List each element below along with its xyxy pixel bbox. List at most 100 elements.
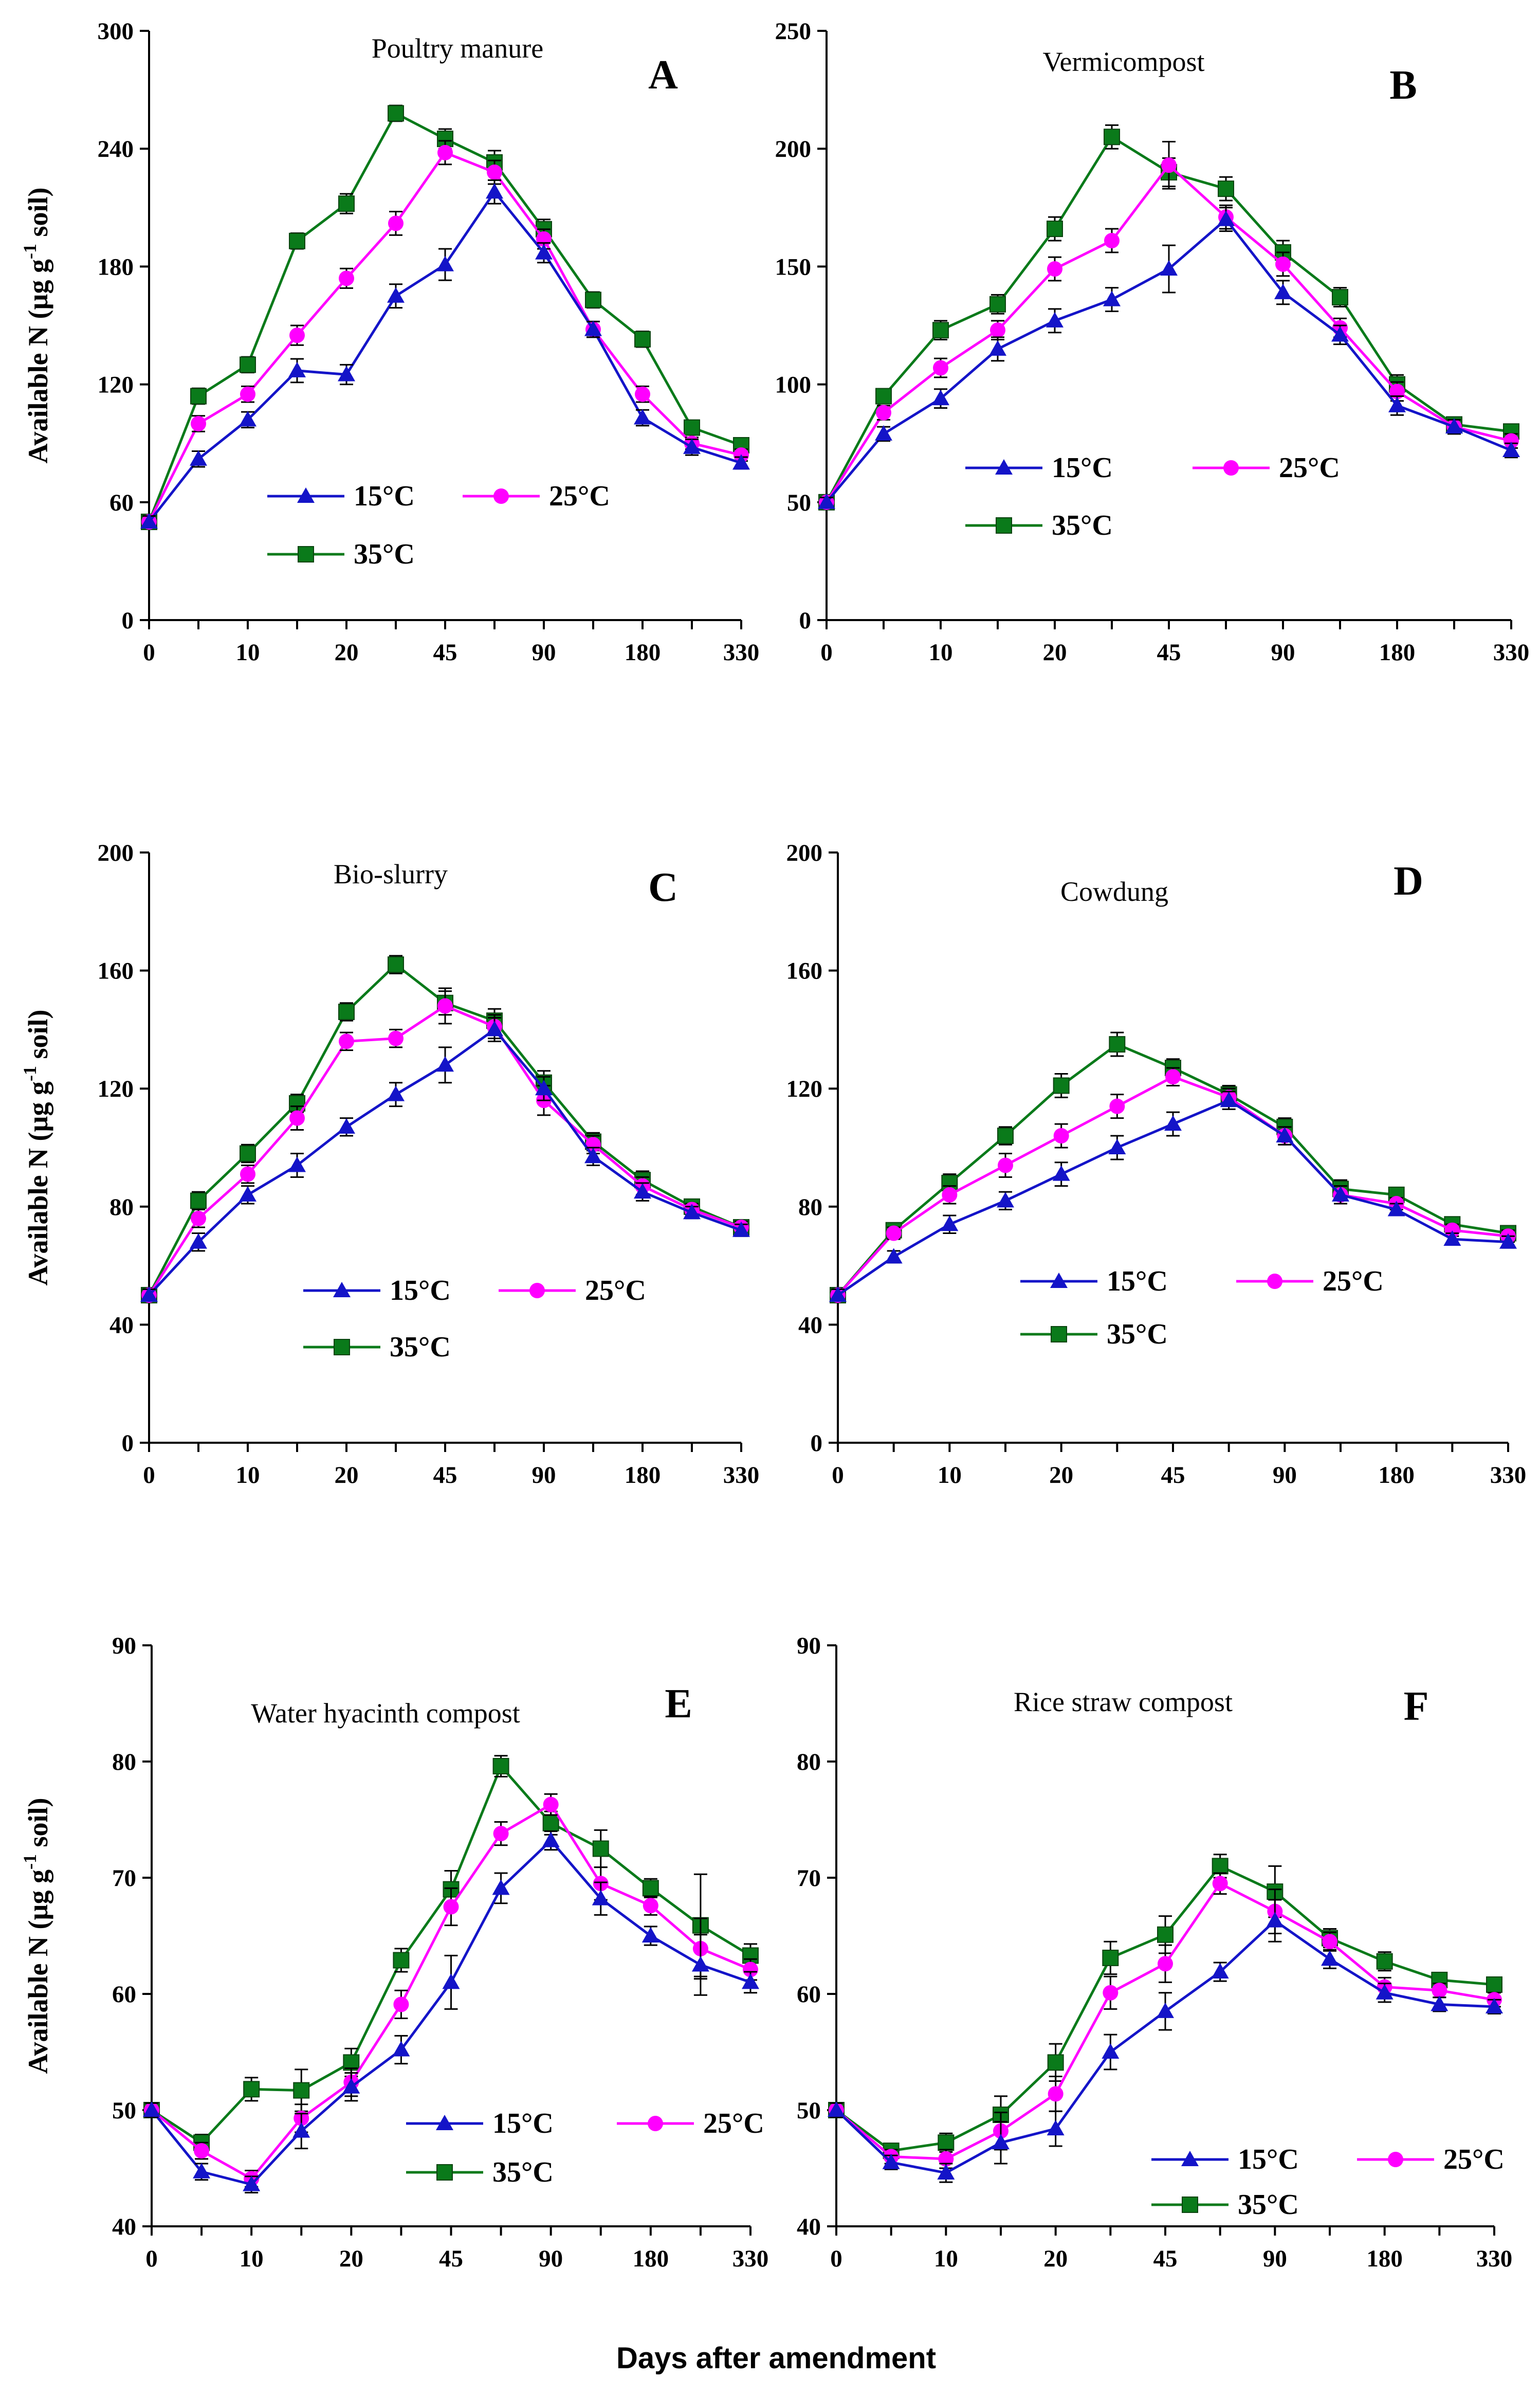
series-15c [818,207,1520,509]
data-point [1104,129,1120,146]
x-tick-label: 90 [532,639,556,666]
series-line [825,135,1512,503]
data-point [436,1056,454,1072]
y-tick-label: 0 [811,1430,823,1457]
data-point [486,183,503,199]
data-point [486,1021,503,1037]
x-tick-label: 20 [1043,2245,1068,2272]
data-point [292,2122,310,2138]
panel-title: Bio-slurry [334,859,448,890]
x-tick-label: 330 [723,639,760,666]
data-point [732,1221,750,1237]
panel-f: 40 50 60 70 80 90 0 10 20 45 90 180 330 Rice straw co… [797,1632,1512,2272]
data-point [989,340,1006,356]
data-point [191,1210,206,1226]
data-point [1103,291,1121,306]
data-point [190,388,207,405]
legend: 15°C 25°C 35°C [1020,1265,1384,1350]
y-tick-label: 180 [98,253,134,280]
data-point [288,361,306,377]
data-point [437,144,453,160]
data-point [289,232,305,249]
legend-label: 15°C [1238,2144,1299,2175]
data-point [437,998,453,1014]
series-35c [141,104,749,530]
y-tick-label: 0 [122,607,134,634]
series-line [148,112,742,522]
data-point [443,1899,459,1915]
data-point [1052,1165,1070,1181]
data-point [997,1192,1014,1208]
data-point [1432,1983,1447,1999]
x-tick-label: 0 [145,2245,158,2272]
data-point [1331,326,1349,342]
y-tick-label: 0 [799,607,812,634]
data-point [1048,2086,1064,2102]
data-point [1212,1858,1229,1875]
data-point [989,296,1006,313]
data-point [1160,260,1178,276]
legend-marker [648,2116,663,2131]
x-tick-label: 0 [832,1462,844,1489]
y-tick-label: 70 [112,1865,136,1892]
data-point [882,2153,900,2169]
legend-marker [436,2115,453,2130]
data-point [193,2163,211,2179]
data-point [1102,2043,1120,2059]
x-tick-label: 90 [532,1462,556,1489]
y-tick-label: 90 [797,1632,821,1659]
data-point [492,1758,509,1775]
x-tick-label: 330 [723,1462,760,1489]
x-tick-label: 45 [1161,1462,1185,1489]
data-point [342,2078,360,2094]
panel-title: Poultry manure [372,33,543,64]
data-point [1046,312,1064,328]
data-point [543,1796,559,1812]
legend-label: 15°C [390,1275,451,1306]
legend-marker [436,2164,453,2181]
data-point [1389,384,1405,400]
data-point [1504,433,1519,449]
x-tick-label: 90 [1263,2245,1287,2272]
data-point [1109,1036,1126,1053]
data-point [990,322,1005,338]
data-point [942,1187,958,1203]
x-tick-label: 330 [1493,639,1530,666]
data-point [941,1215,959,1231]
data-point [288,1156,306,1172]
data-point [240,1145,256,1162]
x-tick-label: 330 [732,2245,769,2272]
data-point [1212,1876,1228,1892]
legend-label: 15°C [492,2108,554,2139]
x-tick-label: 20 [339,2245,363,2272]
series-line [151,1764,751,2145]
y-axis-title: Available N (µg g-1 soil) [20,1798,53,2074]
legend-label: 35°C [1052,510,1113,541]
legend-label: 35°C [1107,1318,1168,1350]
data-point [634,409,651,425]
series-15c [140,179,750,529]
data-point [1266,1912,1284,1928]
legend-marker [1182,2197,1198,2213]
data-point [239,1186,256,1202]
data-point [743,1962,758,1977]
x-tick-label: 180 [1366,2245,1403,2272]
series-25c [819,140,1519,510]
x-tick-label: 10 [240,2245,264,2272]
data-point [585,1137,601,1153]
data-point [1332,1186,1349,1202]
data-point [938,2151,954,2167]
data-point [1486,1976,1502,1993]
legend-label: 25°C [1279,452,1340,484]
data-point [1443,1230,1461,1246]
data-point [487,165,502,180]
x-tick-label: 20 [1043,639,1067,666]
series-15c [828,1899,1503,2183]
x-tick-label: 180 [625,1462,661,1489]
data-point [338,1003,355,1020]
legend-marker [1267,1274,1282,1289]
series-line [825,163,1512,503]
data-point [436,256,454,271]
data-point [1157,2002,1174,2018]
data-point [542,1814,559,1831]
